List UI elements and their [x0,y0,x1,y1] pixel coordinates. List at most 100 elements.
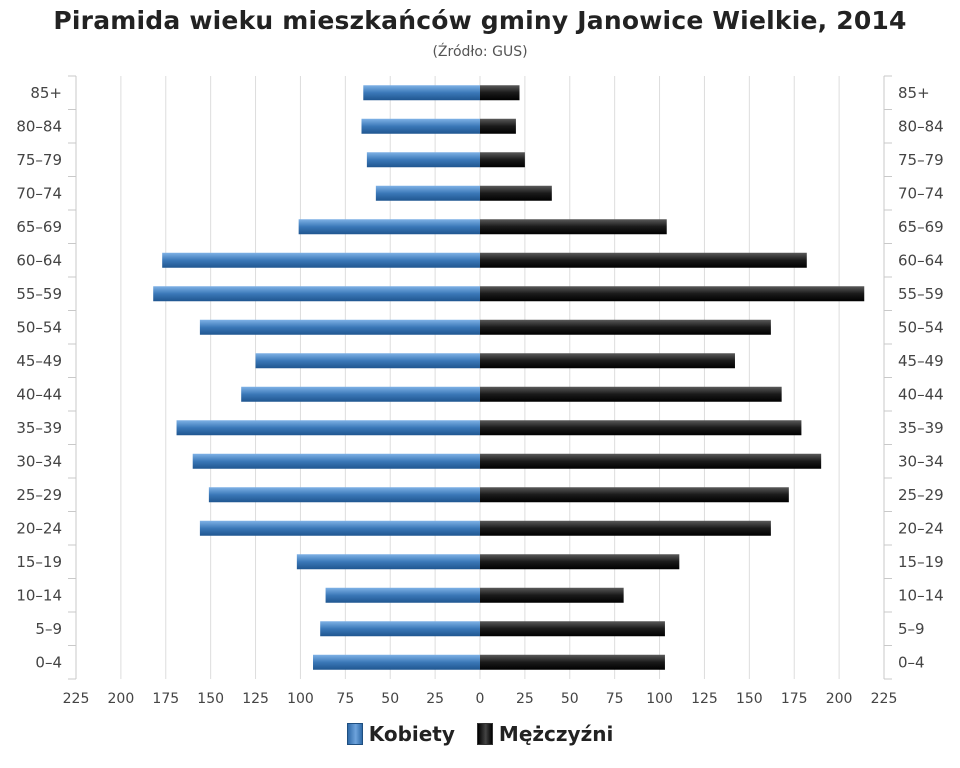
legend-label-women: Kobiety [368,722,455,746]
category-label-right: 50–54 [898,318,944,336]
bar-women [241,386,480,402]
x-tick-label: 150 [197,691,224,707]
legend-swatch-women [346,723,363,745]
labels: 85+ 85+ 80–84 80–84 75–79 75–79 70–74 70–74 65–6… [16,84,943,707]
bar-women [199,319,481,335]
category-label-right: 5–9 [898,620,925,638]
category-label-left: 45–49 [16,352,62,370]
x-tick-label: 175 [152,691,179,707]
x-tick-label: 25 [516,691,534,707]
category-label-left: 80–84 [16,117,62,135]
bar-women [176,420,480,436]
bar-men [480,621,665,637]
chart-title: Piramida wieku mieszkańców gminy Janowic… [53,6,907,35]
bar-men [480,152,525,168]
bar-women [255,353,480,369]
category-label-right: 15–19 [898,553,944,571]
bar-men [480,319,771,335]
bar-men [480,386,782,402]
bar-women [192,453,480,469]
category-label-left: 70–74 [16,184,62,202]
bar-men [480,85,520,101]
legend-label-men: Mężczyźni [498,722,614,746]
category-label-left: 55–59 [16,285,62,303]
x-tick-label: 125 [691,691,718,707]
bar-women [208,487,481,503]
bar-women [366,152,480,168]
bar-women [153,286,480,302]
x-tick-label: 200 [108,691,135,707]
x-tick-label: 200 [826,691,853,707]
legend: Kobiety Mężczyźni [0,722,960,746]
category-label-left: 10–14 [16,586,62,604]
bar-women [313,654,480,670]
x-tick-label: 25 [426,691,444,707]
bar-men [480,487,789,503]
x-tick-label: 150 [736,691,763,707]
bar-women [298,219,480,235]
category-label-left: 85+ [30,84,62,102]
category-label-right: 0–4 [898,653,925,671]
category-label-left: 35–39 [16,419,62,437]
x-tick-label: 175 [781,691,808,707]
legend-swatch-men [476,723,493,745]
x-tick-label: 100 [287,691,314,707]
x-tick-label: 125 [242,691,269,707]
x-tick-label: 50 [381,691,399,707]
bar-women [375,185,480,201]
category-label-left: 75–79 [16,151,62,169]
category-label-right: 85+ [898,84,930,102]
category-label-left: 20–24 [16,519,62,537]
legend-item-women[interactable]: Kobiety [346,722,455,746]
category-label-left: 25–29 [16,486,62,504]
bar-men [480,453,822,469]
bar-men [480,252,807,268]
category-label-right: 45–49 [898,352,944,370]
bar-men [480,185,552,201]
bar-men [480,587,624,603]
category-label-right: 40–44 [898,385,944,403]
axes [68,75,892,680]
bar-men [480,554,680,570]
category-label-left: 60–64 [16,251,62,269]
category-label-left: 65–69 [16,218,62,236]
bar-women [361,118,480,134]
x-tick-label: 0 [476,691,485,707]
x-tick-label: 100 [646,691,673,707]
bar-men [480,353,735,369]
category-label-left: 0–4 [35,653,62,671]
category-label-left: 40–44 [16,385,62,403]
category-label-left: 15–19 [16,553,62,571]
category-label-right: 10–14 [898,586,944,604]
legend-item-men[interactable]: Mężczyźni [476,722,614,746]
category-label-left: 30–34 [16,452,62,470]
bar-men [480,118,516,134]
bar-women [325,587,480,603]
category-label-right: 25–29 [898,486,944,504]
bar-men [480,420,802,436]
bar-women [199,520,481,536]
bar-men [480,219,667,235]
category-label-right: 75–79 [898,151,944,169]
category-label-left: 50–54 [16,318,62,336]
bars [153,85,865,670]
bar-men [480,286,865,302]
bar-women [363,85,480,101]
category-label-right: 80–84 [898,117,944,135]
category-label-right: 20–24 [898,519,944,537]
bar-women [320,621,480,637]
category-label-right: 55–59 [898,285,944,303]
bar-men [480,654,665,670]
x-tick-label: 75 [336,691,354,707]
category-label-right: 65–69 [898,218,944,236]
bar-men [480,520,771,536]
category-label-right: 35–39 [898,419,944,437]
x-tick-label: 50 [561,691,579,707]
category-label-right: 30–34 [898,452,944,470]
x-tick-label: 225 [871,691,898,707]
category-label-left: 5–9 [35,620,62,638]
bar-women [296,554,480,570]
category-label-right: 70–74 [898,184,944,202]
chart-subtitle: (Źródło: GUS) [432,44,528,60]
